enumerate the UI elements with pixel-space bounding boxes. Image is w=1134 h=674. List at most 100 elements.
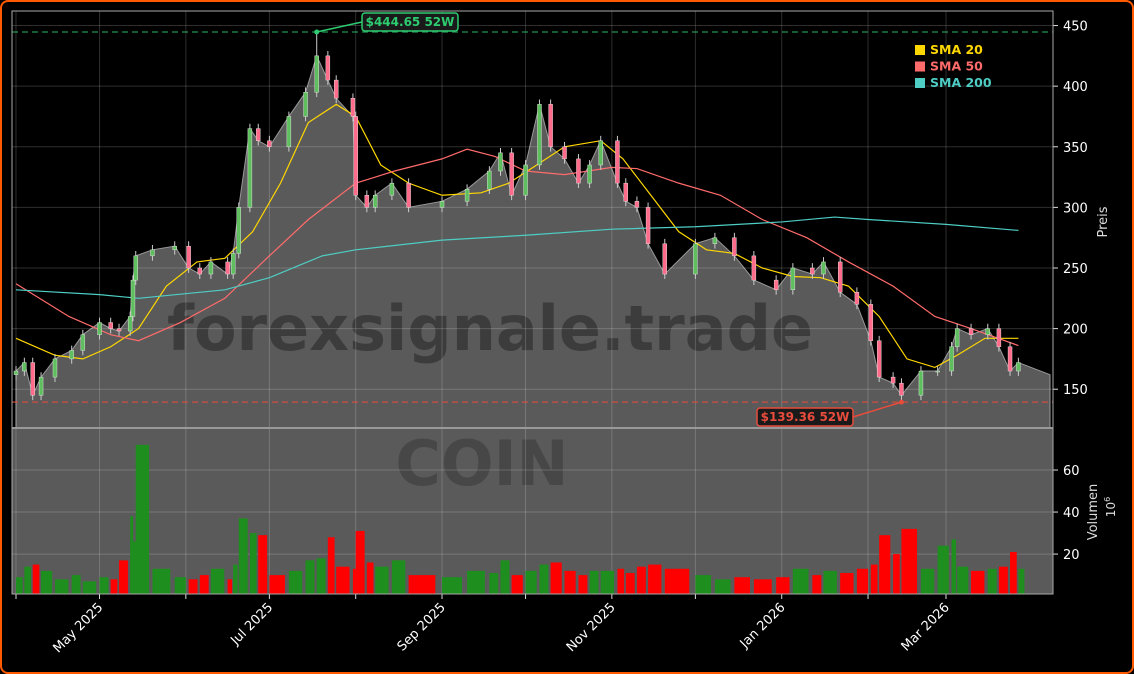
volume-bar xyxy=(99,577,109,594)
volume-bar xyxy=(856,568,869,594)
volume-bar xyxy=(893,554,900,594)
volume-bar xyxy=(734,577,750,594)
candle-body xyxy=(634,201,640,208)
high-52w-arrowhead xyxy=(314,29,320,35)
candle-body xyxy=(712,237,718,244)
candle-body xyxy=(623,182,628,202)
volume-bar xyxy=(174,577,186,594)
sma200-line xyxy=(15,216,1019,299)
volume-bar xyxy=(16,577,23,594)
volume-bar xyxy=(316,558,326,594)
candle-body xyxy=(968,328,974,335)
low-52w-label-box xyxy=(756,407,854,427)
volume-bar xyxy=(578,575,588,594)
watermark-layer: forexsignale.trade COIN xyxy=(167,292,813,500)
volume-tick-label: 40 xyxy=(1063,506,1080,521)
high-52w-label-box xyxy=(361,12,459,32)
low-52w-label: $139.36 52W xyxy=(761,410,850,424)
candle-body xyxy=(247,128,253,208)
candle-body xyxy=(854,292,860,305)
volume-bar xyxy=(901,528,918,594)
candle-body xyxy=(562,146,567,160)
volume-bar xyxy=(210,568,225,594)
volume-bar xyxy=(589,570,599,594)
volume-bar xyxy=(152,568,171,594)
candle-body xyxy=(303,92,308,117)
candle-body xyxy=(487,170,492,190)
volume-bar xyxy=(664,568,690,594)
candle-body xyxy=(69,350,74,360)
candle-body xyxy=(732,237,737,257)
candle-body xyxy=(996,328,1002,347)
candle-body xyxy=(918,370,924,396)
volume-bar xyxy=(812,575,822,594)
candle-body xyxy=(693,243,698,275)
volume-bar xyxy=(132,541,136,594)
volume-bar xyxy=(391,560,406,594)
candle-body xyxy=(30,362,35,396)
legend-entry: SMA 20 xyxy=(930,42,983,57)
candle-body xyxy=(389,182,395,196)
volume-bar xyxy=(511,575,523,594)
volume-bar xyxy=(288,570,303,594)
candle-body xyxy=(773,279,779,291)
ticker-watermark: COIN xyxy=(395,427,568,500)
price-tick-label: 350 xyxy=(1063,141,1088,156)
volume-bar xyxy=(776,577,790,594)
price-tick-label: 200 xyxy=(1063,323,1088,338)
x-tick-label: Jan 2026 xyxy=(737,600,789,652)
background-layer xyxy=(12,54,1053,594)
volume-bar xyxy=(467,570,485,594)
candle-body xyxy=(598,140,603,166)
volume-bar xyxy=(82,581,97,594)
volume-bar xyxy=(792,568,809,594)
candle-body xyxy=(350,98,356,117)
low-52w-arrow xyxy=(852,401,902,418)
volume-unit: 106 xyxy=(1103,497,1118,517)
volume-bar xyxy=(233,564,238,594)
volume-bar xyxy=(71,575,81,594)
price-axis-label: Preis xyxy=(1096,206,1111,237)
volume-bar xyxy=(648,564,662,594)
legend-entry: SMA 50 xyxy=(930,59,983,74)
candle-body xyxy=(498,152,503,172)
volume-bar xyxy=(442,577,463,594)
candle-body xyxy=(876,340,882,378)
candle-body xyxy=(172,245,177,251)
candle-body xyxy=(80,334,86,351)
foreground-layer: 150 200 250 300 350 400 450 20 40 60 May 2025 Jul 2… xyxy=(11,10,1088,656)
x-tick-label: Sep 2025 xyxy=(395,600,449,654)
candle-body xyxy=(325,55,331,81)
x-tick-label: Jul 2025 xyxy=(227,600,276,649)
candle-body xyxy=(406,182,411,208)
candle-body xyxy=(890,376,896,384)
high-52w-label: $444.65 52W xyxy=(366,15,455,29)
volume-unit-exp: 6 xyxy=(1103,497,1112,502)
candle-body xyxy=(353,116,358,196)
volume-bar xyxy=(130,516,134,594)
volume-bar xyxy=(937,545,949,594)
volume-bar xyxy=(32,564,40,594)
plot-border xyxy=(11,10,1054,595)
candle-body xyxy=(464,188,470,202)
candle-body xyxy=(236,207,241,254)
volume-bar xyxy=(336,566,350,594)
candle-body xyxy=(868,304,874,341)
legend-swatch xyxy=(915,61,925,72)
volume-bar xyxy=(199,575,209,594)
candle-body xyxy=(899,382,904,396)
volume-bar xyxy=(269,575,285,594)
volume-bar xyxy=(188,579,198,594)
legend-swatch xyxy=(915,45,925,55)
volume-bar xyxy=(539,564,549,594)
volume-bar xyxy=(987,568,997,594)
volume-bar xyxy=(352,568,356,594)
candle-body xyxy=(949,346,954,372)
volume-bar xyxy=(971,570,985,594)
x-tick-label: May 2025 xyxy=(50,600,106,656)
volume-bar xyxy=(1018,568,1025,594)
candle-body xyxy=(935,370,940,373)
volume-unit-base: 10 xyxy=(1104,502,1118,517)
volume-bar xyxy=(24,566,32,594)
